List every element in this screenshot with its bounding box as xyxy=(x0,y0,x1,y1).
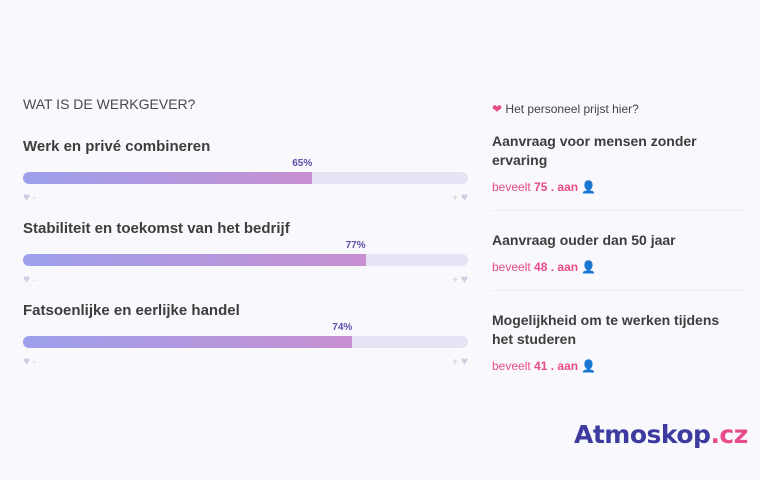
rating-percent: 77% xyxy=(345,240,366,251)
heart-icon: ❤ xyxy=(492,102,503,116)
scale-max: + xyxy=(452,275,459,286)
heart-icon: ♥ xyxy=(23,272,31,286)
rating-bar xyxy=(23,172,468,184)
praise-item: Mogelijkheid om te werken tijdens het st… xyxy=(492,311,744,389)
rating-label: Stabiliteit en toekomst van het bedrijf xyxy=(23,220,290,237)
praise-prefix: beveelt xyxy=(492,260,531,274)
scale-min: - xyxy=(32,275,37,286)
praise-count: 48 . aan xyxy=(534,260,579,274)
praise-label: Aanvraag ouder dan 50 jaar xyxy=(492,232,676,248)
scale-max: + xyxy=(452,193,459,204)
employer-ratings: WAT IS DE WERKGEVER? Werk en privé combi… xyxy=(23,96,468,384)
praise-prefix: beveelt xyxy=(492,180,531,194)
person-icon: 👤 xyxy=(581,180,597,194)
rating-bar xyxy=(23,254,468,266)
rating-bar xyxy=(23,336,468,348)
praise-count: 75 . aan xyxy=(534,180,579,194)
rating-bar-fill xyxy=(23,336,353,348)
praise-label: Aanvraag voor mensen zonder ervaring xyxy=(492,133,697,168)
rating-item: Stabiliteit en toekomst van het bedrijf … xyxy=(23,220,468,302)
praise-item: Aanvraag ouder dan 50 jaar beveelt 48 . … xyxy=(492,231,744,291)
praise-heading: ❤ Het personeel prijst hier? xyxy=(492,102,744,116)
rating-percent: 74% xyxy=(332,322,353,333)
rating-bar-fill xyxy=(23,172,313,184)
rating-label: Fatsoenlijke en eerlijke handel xyxy=(23,302,240,319)
logo-tld: .cz xyxy=(710,420,748,449)
heart-icon: ♥ xyxy=(23,190,31,204)
rating-percent: 65% xyxy=(292,158,313,169)
heart-icon: ♥ xyxy=(460,190,468,204)
person-icon: 👤 xyxy=(581,359,597,373)
praise-panel: ❤ Het personeel prijst hier? Aanvraag vo… xyxy=(492,102,744,409)
section-title: WAT IS DE WERKGEVER? xyxy=(23,96,196,112)
scale-min: - xyxy=(32,193,37,204)
logo-main: Atmoskop xyxy=(574,420,711,449)
heart-icon: ♥ xyxy=(460,354,468,368)
rating-bar-fill xyxy=(23,254,366,266)
rating-label: Werk en privé combineren xyxy=(23,138,211,155)
praise-heading-text: Het personeel prijst hier? xyxy=(505,102,639,116)
heart-icon: ♥ xyxy=(23,354,31,368)
rating-item: Fatsoenlijke en eerlijke handel 74% ♥ - … xyxy=(23,302,468,384)
scale-min: - xyxy=(32,357,37,368)
person-icon: 👤 xyxy=(581,260,597,274)
praise-prefix: beveelt xyxy=(492,359,531,373)
scale-max: + xyxy=(452,357,459,368)
praise-item: Aanvraag voor mensen zonder ervaring bev… xyxy=(492,132,744,211)
logo[interactable]: Atmoskop.cz xyxy=(574,420,748,449)
praise-count: 41 . aan xyxy=(534,359,579,373)
praise-label: Mogelijkheid om te werken tijdens het st… xyxy=(492,312,720,347)
heart-icon: ♥ xyxy=(460,272,468,286)
rating-item: Werk en privé combineren 65% ♥ - + ♥ xyxy=(23,138,468,220)
